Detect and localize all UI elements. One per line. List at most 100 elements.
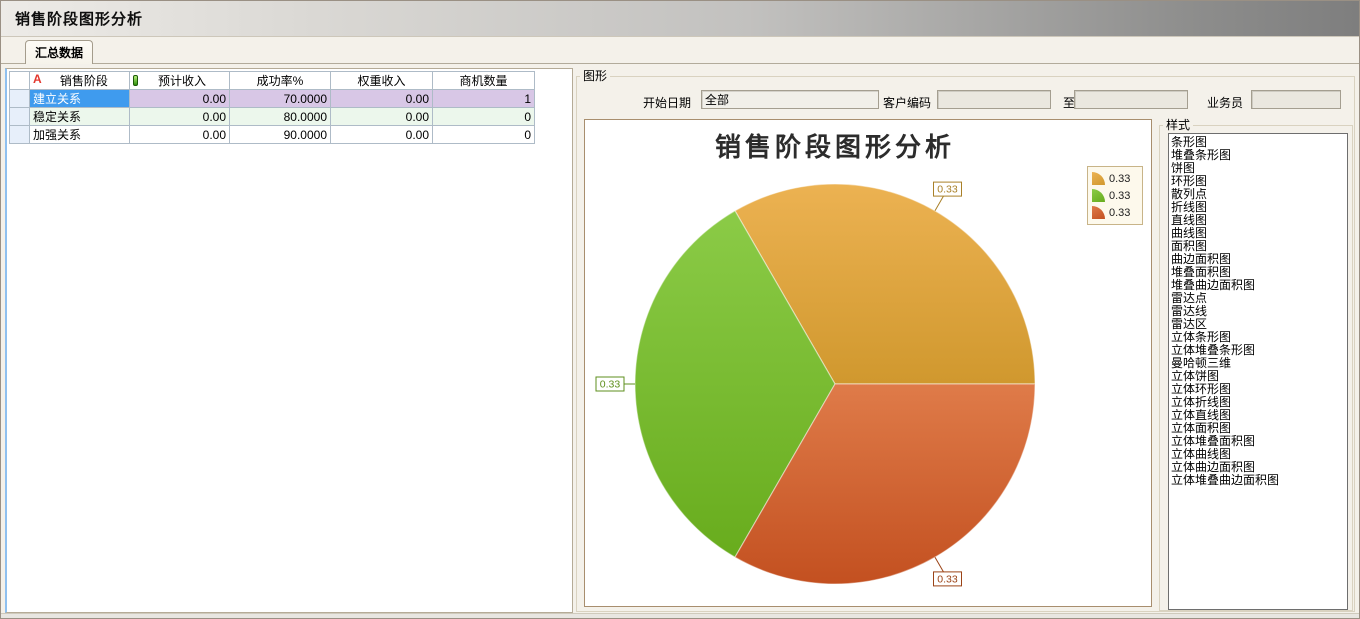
legend-swatch-icon <box>1092 189 1105 202</box>
style-option[interactable]: 立体曲边面积图 <box>1171 461 1256 474</box>
cell-weighted-income[interactable]: 0.00 <box>330 125 433 144</box>
style-option[interactable]: 雷达线 <box>1171 305 1208 318</box>
salesman-label: 业务员 <box>1207 96 1244 110</box>
style-option[interactable]: 立体直线图 <box>1171 409 1232 422</box>
salesman-input[interactable] <box>1251 90 1341 109</box>
cell-success-rate[interactable]: 90.0000 <box>229 125 331 144</box>
style-option[interactable]: 曲线图 <box>1171 227 1208 240</box>
style-option[interactable]: 立体堆叠面积图 <box>1171 435 1256 448</box>
style-option[interactable]: 立体环形图 <box>1171 383 1232 396</box>
cell-expected-income[interactable]: 0.00 <box>129 125 230 144</box>
pie-slice-label: 0.33 <box>933 181 962 197</box>
style-option[interactable]: 立体堆叠曲边面积图 <box>1171 474 1280 487</box>
style-option[interactable]: 散列点 <box>1171 188 1208 201</box>
column-header-expected-income[interactable]: 预计收入 <box>129 71 230 90</box>
pie-chart[interactable]: 0.33 0.33 0.33 <box>585 120 1152 610</box>
sum-icon <box>133 75 138 86</box>
style-option[interactable]: 雷达区 <box>1171 318 1208 331</box>
filter-a-icon: A <box>33 72 42 87</box>
tab-label: 汇总数据 <box>34 46 83 60</box>
legend-value: 0.33 <box>1109 189 1131 202</box>
svg-text:0.33: 0.33 <box>937 184 958 196</box>
pie-slice[interactable] <box>634 209 836 559</box>
table-row: 稳定关系 0.00 80.0000 0.00 0 <box>9 107 535 126</box>
row-selector-cell[interactable] <box>9 107 30 126</box>
legend-entry: 0.33 <box>1092 170 1138 187</box>
cell-weighted-income[interactable]: 0.00 <box>330 107 433 126</box>
pie-slice-label: 0.33 <box>933 571 962 587</box>
legend-value: 0.33 <box>1109 206 1131 219</box>
chart-title: 销售阶段图形分析 <box>714 133 955 162</box>
style-option[interactable]: 堆叠面积图 <box>1171 266 1232 279</box>
style-option[interactable]: 直线图 <box>1171 214 1208 227</box>
pie-chart-area: 0.33 0.33 0.33 销售阶段图形分析 0.33 0.33 0.33 <box>584 119 1152 607</box>
graph-groupbox: 图形 开始日期 客户编码 至 业务员 0.33 0.33 0.33 销售阶段图形… <box>576 69 1355 612</box>
row-selector-header <box>9 71 30 90</box>
pie-slice-label: 0.33 <box>595 376 625 392</box>
svg-text:0.33: 0.33 <box>600 379 621 391</box>
customer-code-label: 客户编码 <box>883 96 932 110</box>
style-option[interactable]: 立体条形图 <box>1171 331 1232 344</box>
legend-entry: 0.33 <box>1092 187 1138 204</box>
cell-opportunity-count[interactable]: 0 <box>432 125 535 144</box>
style-groupbox-label: 样式 <box>1163 118 1194 132</box>
legend-entry: 0.33 <box>1092 204 1138 221</box>
row-selector-cell[interactable] <box>9 89 30 108</box>
cell-success-rate[interactable]: 70.0000 <box>229 89 331 108</box>
column-header-stage[interactable]: A 销售阶段 <box>29 71 130 90</box>
cell-stage[interactable]: 稳定关系 <box>29 107 130 126</box>
stage-table-panel: A 销售阶段 预计收入 成功率% 权重收入 商机数量 建立关系 0.00 70.0000 0.00… <box>5 68 573 613</box>
row-selector-cell[interactable] <box>9 125 30 144</box>
style-listbox[interactable]: 条形图 堆叠条形图 饼图 环形图 散列点 折线图 直线图 曲线图 面积图 曲边面积图 堆叠面积图 堆叠… <box>1168 133 1348 610</box>
style-option[interactable]: 条形图 <box>1171 136 1208 149</box>
style-option[interactable]: 堆叠条形图 <box>1171 149 1232 162</box>
column-header-success-rate[interactable]: 成功率% <box>229 71 331 90</box>
start-date-label: 开始日期 <box>643 96 692 110</box>
style-option[interactable]: 立体折线图 <box>1171 396 1232 409</box>
cell-stage[interactable]: 建立关系 <box>29 89 130 108</box>
customer-code-input[interactable] <box>937 90 1051 109</box>
cell-expected-income[interactable]: 0.00 <box>129 107 230 126</box>
style-option[interactable]: 饼图 <box>1171 162 1196 175</box>
style-groupbox: 样式 条形图 堆叠条形图 饼图 环形图 散列点 折线图 直线图 曲线图 面积图 曲边面积图 堆叠面积… <box>1159 118 1353 611</box>
svg-text:0.33: 0.33 <box>937 573 958 585</box>
style-option[interactable]: 立体曲线图 <box>1171 448 1232 461</box>
style-option[interactable]: 雷达点 <box>1171 292 1208 305</box>
chart-legend: 0.33 0.33 0.33 <box>1087 166 1143 225</box>
cell-stage[interactable]: 加强关系 <box>29 125 130 144</box>
style-option[interactable]: 曼哈顿三维 <box>1171 357 1232 370</box>
cell-success-rate[interactable]: 80.0000 <box>229 107 331 126</box>
window-titlebar: 销售阶段图形分析 <box>1 1 1359 37</box>
table-row: 建立关系 0.00 70.0000 0.00 1 <box>9 89 535 108</box>
graph-groupbox-label: 图形 <box>580 69 611 83</box>
customer-code-to-input[interactable] <box>1074 90 1188 109</box>
legend-swatch-icon <box>1092 172 1105 185</box>
stage-table: A 销售阶段 预计收入 成功率% 权重收入 商机数量 建立关系 0.00 70.0000 0.00… <box>9 71 535 144</box>
start-date-input[interactable] <box>701 90 879 109</box>
pie-slice[interactable] <box>734 383 1036 585</box>
style-option[interactable]: 立体饼图 <box>1171 370 1220 383</box>
table-header-row: A 销售阶段 预计收入 成功率% 权重收入 商机数量 <box>9 71 535 90</box>
table-row: 加强关系 0.00 90.0000 0.00 0 <box>9 125 535 144</box>
style-option[interactable]: 立体面积图 <box>1171 422 1232 435</box>
cell-opportunity-count[interactable]: 0 <box>432 107 535 126</box>
column-header-weighted-income[interactable]: 权重收入 <box>330 71 433 90</box>
legend-value: 0.33 <box>1109 172 1131 185</box>
style-option[interactable]: 立体堆叠条形图 <box>1171 344 1256 357</box>
cell-expected-income[interactable]: 0.00 <box>129 89 230 108</box>
cell-opportunity-count[interactable]: 1 <box>432 89 535 108</box>
style-option[interactable]: 曲边面积图 <box>1171 253 1232 266</box>
legend-swatch-icon <box>1092 206 1105 219</box>
tab-strip-divider <box>1 63 1359 64</box>
style-option[interactable]: 环形图 <box>1171 175 1208 188</box>
cell-weighted-income[interactable]: 0.00 <box>330 89 433 108</box>
window-title: 销售阶段图形分析 <box>15 11 144 28</box>
to-label: 至 <box>1063 96 1076 110</box>
window-bottom-edge <box>1 613 1359 618</box>
tab-summary-data[interactable]: 汇总数据 <box>25 40 93 64</box>
style-option[interactable]: 堆叠曲边面积图 <box>1171 279 1256 292</box>
style-option[interactable]: 面积图 <box>1171 240 1208 253</box>
column-header-opportunity-count[interactable]: 商机数量 <box>432 71 535 90</box>
style-option[interactable]: 折线图 <box>1171 201 1208 214</box>
